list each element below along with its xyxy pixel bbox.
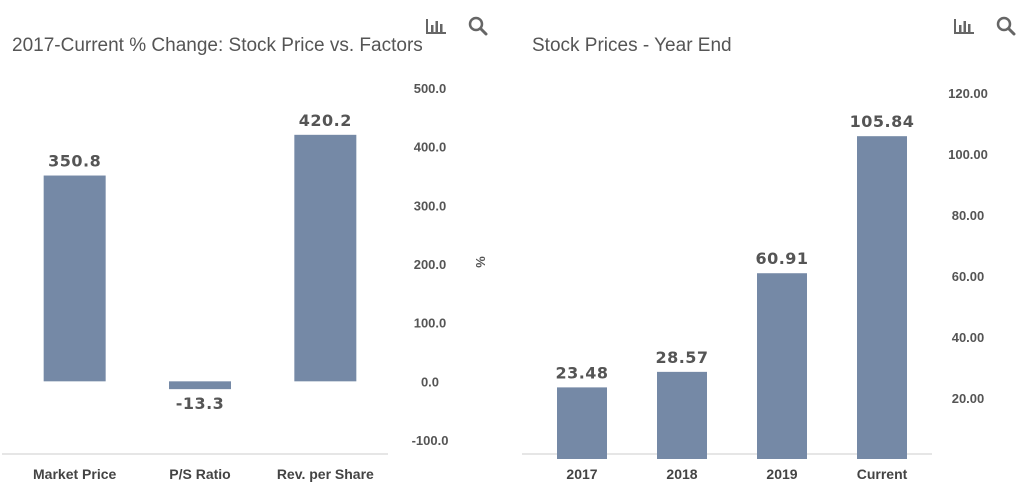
y-tick-label: 40.00 xyxy=(952,330,985,345)
data-label: 350.8 xyxy=(48,152,101,171)
y-tick-label: 60.00 xyxy=(952,269,985,284)
data-label: 420.2 xyxy=(299,111,352,130)
bar xyxy=(43,175,106,382)
bar xyxy=(294,134,357,382)
y-tick-label: 20.00 xyxy=(952,391,985,406)
chart-title: Stock Prices - Year End xyxy=(532,35,732,56)
y-tick-label: 100.0 xyxy=(414,316,447,331)
bar-chart-stock-prices: 120.00 100.00 80.00 60.00 40.00 20.00 23.48 201… xyxy=(522,86,988,482)
y-tick-label: 200.0 xyxy=(414,257,447,272)
search-icon[interactable] xyxy=(994,14,1018,38)
data-label: 28.57 xyxy=(655,348,708,367)
data-label: 105.84 xyxy=(850,112,915,131)
x-tick-label: Market Price xyxy=(33,466,116,482)
chart-panel-left: 2017-Current % Change: Stock Price vs. F… xyxy=(2,14,490,482)
x-tick-label: Rev. per Share xyxy=(277,466,374,482)
chart-title: 2017-Current % Change: Stock Price vs. F… xyxy=(12,35,423,56)
bar xyxy=(657,371,707,459)
bar-chart-percent-change: 500.0 400.0 300.0 200.0 100.0 0.0 -100.0% 350.8… xyxy=(2,81,488,482)
x-tick-label: Current xyxy=(857,466,908,482)
chart-panel-right: Stock Prices - Year End 120.00 100.00 80.0… xyxy=(512,0,1024,504)
bar xyxy=(557,387,607,459)
chart-toolbar xyxy=(952,14,1018,38)
bar xyxy=(857,136,907,460)
y-tick-label: 120.00 xyxy=(948,86,988,101)
x-tick-label: 2017 xyxy=(566,466,597,482)
y-tick-label: 300.0 xyxy=(414,198,447,213)
data-label: -13.3 xyxy=(176,394,225,413)
y-tick-label: 500.0 xyxy=(414,81,447,96)
data-label: 60.91 xyxy=(755,249,808,268)
y-tick-label: 400.0 xyxy=(414,140,447,155)
data-label: 23.48 xyxy=(555,363,608,382)
y-tick-label: -100.0 xyxy=(412,433,449,448)
x-tick-label: P/S Ratio xyxy=(169,466,230,482)
bar-chart-icon[interactable] xyxy=(952,14,976,38)
chart-toolbar xyxy=(424,14,490,38)
search-icon[interactable] xyxy=(466,14,490,38)
y-axis-label: % xyxy=(473,256,488,268)
bar xyxy=(757,273,807,459)
y-tick-label: 0.0 xyxy=(421,374,439,389)
y-tick-label: 80.00 xyxy=(952,208,985,223)
bar-chart-icon[interactable] xyxy=(424,14,448,38)
y-tick-label: 100.00 xyxy=(948,147,988,162)
x-tick-label: 2018 xyxy=(666,466,697,482)
x-tick-label: 2019 xyxy=(766,466,797,482)
bar xyxy=(169,381,231,390)
